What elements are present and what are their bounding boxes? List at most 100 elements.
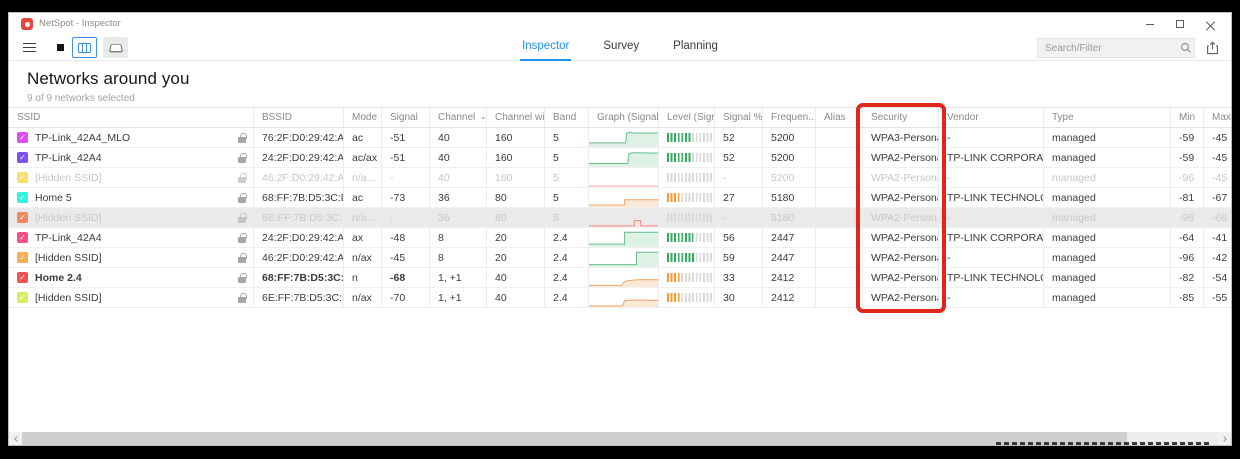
signal-pct-cell: 30 [715, 288, 763, 307]
close-button[interactable] [1195, 13, 1225, 35]
network-checkbox[interactable]: ✓ [17, 292, 28, 303]
level-signal-cell [659, 128, 715, 147]
tab-planning[interactable]: Planning [673, 40, 718, 52]
table-row[interactable]: ✓ Home 5 68:FF:7B:D5:3C:DD ac -73 36 80 … [9, 188, 1231, 208]
col-header-type[interactable]: Type [1044, 108, 1171, 127]
col-header-max[interactable]: Max [1212, 112, 1231, 123]
scrollbar-thumb[interactable] [22, 432, 1127, 445]
col-header-mode[interactable]: Mode [344, 108, 382, 127]
col-header-graph-signal[interactable]: Graph (Signal) [589, 108, 659, 127]
scrollbar-track[interactable] [22, 432, 1218, 445]
mode-cell: ac/ax [344, 148, 382, 167]
signal-cell: -45 [382, 248, 430, 267]
lock-icon [238, 152, 247, 163]
network-checkbox[interactable]: ✓ [17, 252, 28, 263]
minimize-icon [1146, 23, 1154, 25]
stop-scan-button[interactable] [57, 44, 64, 51]
signal-level-bar [667, 193, 713, 202]
netspot-app-icon [21, 18, 33, 30]
search-input[interactable] [1038, 42, 1177, 54]
security-cell: WPA2-Personal [863, 168, 939, 187]
lock-icon [238, 292, 247, 303]
col-header-band[interactable]: Band [545, 108, 589, 127]
graph-signal-cell [589, 208, 659, 227]
col-header-ssid[interactable]: SSID [9, 108, 254, 127]
export-button[interactable] [1201, 38, 1223, 58]
maximize-button[interactable] [1165, 13, 1195, 35]
network-checkbox[interactable]: ✓ [17, 272, 28, 283]
col-header-frequency[interactable]: Frequen... [763, 108, 816, 127]
table-row[interactable]: ✓ [Hidden SSID] 46:2F:D0:29:42:A7 n/a...… [9, 168, 1231, 188]
frequency-cell: 2412 [763, 268, 816, 287]
network-checkbox[interactable]: ✓ [17, 132, 28, 143]
alias-cell [816, 208, 863, 227]
col-header-vendor[interactable]: Vendor [939, 108, 1044, 127]
col-header-signal[interactable]: Signal [382, 108, 430, 127]
col-header-channel-width[interactable]: Channel wid... [487, 108, 545, 127]
vendor-cell: TP-LINK TECHNOLO... [939, 268, 1044, 287]
network-checkbox[interactable]: ✓ [17, 152, 28, 163]
col-header-channel[interactable]: Channel [430, 108, 487, 127]
scroll-left-button[interactable] [9, 432, 22, 445]
channel-width-cell: 20 [487, 228, 545, 247]
table-view-button[interactable] [72, 37, 97, 58]
graph-signal-cell [589, 168, 659, 187]
sort-chevron-down-icon [481, 116, 486, 119]
signal-cell: -51 [382, 128, 430, 147]
vendor-cell: TP-LINK CORPORATI... [939, 228, 1044, 247]
ssid-label: TP-Link_42A4_MLO [35, 131, 131, 144]
max-cell: -45 [1212, 151, 1228, 164]
search-box[interactable] [1037, 38, 1195, 58]
selection-summary: 9 of 9 networks selected [27, 93, 135, 104]
table-row[interactable]: ✓ TP-Link_42A4_MLO 76:2F:D0:29:42:A7 ac … [9, 128, 1231, 148]
max-cell: -45 [1212, 131, 1228, 144]
table-row[interactable]: ✓ Home 2.4 68:FF:7B:D5:3C:DE n -68 1, +1… [9, 268, 1231, 288]
col-header-security[interactable]: Security [863, 108, 939, 127]
col-header-min[interactable]: Min [1171, 108, 1204, 127]
min-cell: -96 [1171, 248, 1204, 267]
max-cell: -42 [1212, 251, 1228, 264]
table-row[interactable]: ✓ [Hidden SSID] 46:2F:D0:29:42:A6 n/ax -… [9, 248, 1231, 268]
scroll-right-button[interactable] [1218, 432, 1231, 445]
toolbar: Inspector Survey Planning [9, 35, 1231, 61]
signal-sparkline [589, 288, 658, 307]
mode-cell: n/ax [344, 248, 382, 267]
signal-pct-cell: 33 [715, 268, 763, 287]
network-checkbox[interactable]: ✓ [17, 172, 28, 183]
window-title: NetSpot - Inspector [39, 18, 121, 29]
menu-button[interactable] [23, 43, 36, 52]
frequency-cell: 5180 [763, 188, 816, 207]
frequency-cell: 2412 [763, 288, 816, 307]
col-header-level-signal[interactable]: Level (Signal) [659, 108, 715, 127]
signal-cell: -70 [382, 288, 430, 307]
minimize-button[interactable] [1135, 13, 1165, 35]
frequency-cell: 5180 [763, 208, 816, 227]
type-cell: managed [1044, 288, 1171, 307]
type-cell: managed [1044, 248, 1171, 267]
table-row[interactable]: ✓ [Hidden SSID] 6E:FF:7B:D5:3C:DE n/ax -… [9, 288, 1231, 308]
network-checkbox[interactable]: ✓ [17, 232, 28, 243]
type-cell: managed [1044, 188, 1171, 207]
table-row[interactable]: ✓ TP-Link_42A4 24:2F:D0:29:42:A6 ax -48 … [9, 228, 1231, 248]
network-checkbox[interactable]: ✓ [17, 192, 28, 203]
tab-inspector[interactable]: Inspector [520, 35, 572, 61]
channel-cell: 36 [430, 208, 487, 227]
table-row[interactable]: ✓ [Hidden SSID] 6E:FF:7B:D5:3C:DD n/a...… [9, 208, 1231, 228]
signal-sparkline [589, 148, 658, 167]
heatmap-view-button[interactable] [103, 37, 128, 58]
ssid-label: [Hidden SSID] [35, 171, 102, 184]
network-checkbox[interactable]: ✓ [17, 212, 28, 223]
ssid-cell: ✓ [Hidden SSID] [9, 288, 254, 307]
signal-pct-cell: - [715, 168, 763, 187]
type-cell: managed [1044, 268, 1171, 287]
tab-survey[interactable]: Survey [603, 40, 640, 52]
col-header-alias[interactable]: Alias [816, 108, 863, 127]
signal-level-bar [667, 233, 713, 242]
channel-cell: 40 [430, 168, 487, 187]
graph-signal-cell [589, 228, 659, 247]
table-row[interactable]: ✓ TP-Link_42A4 24:2F:D0:29:42:A7 ac/ax -… [9, 148, 1231, 168]
signal-pct-cell: - [715, 208, 763, 227]
col-header-bssid[interactable]: BSSID [254, 108, 344, 127]
col-header-signal-pct[interactable]: Signal % [715, 108, 763, 127]
type-cell: managed [1044, 128, 1171, 147]
